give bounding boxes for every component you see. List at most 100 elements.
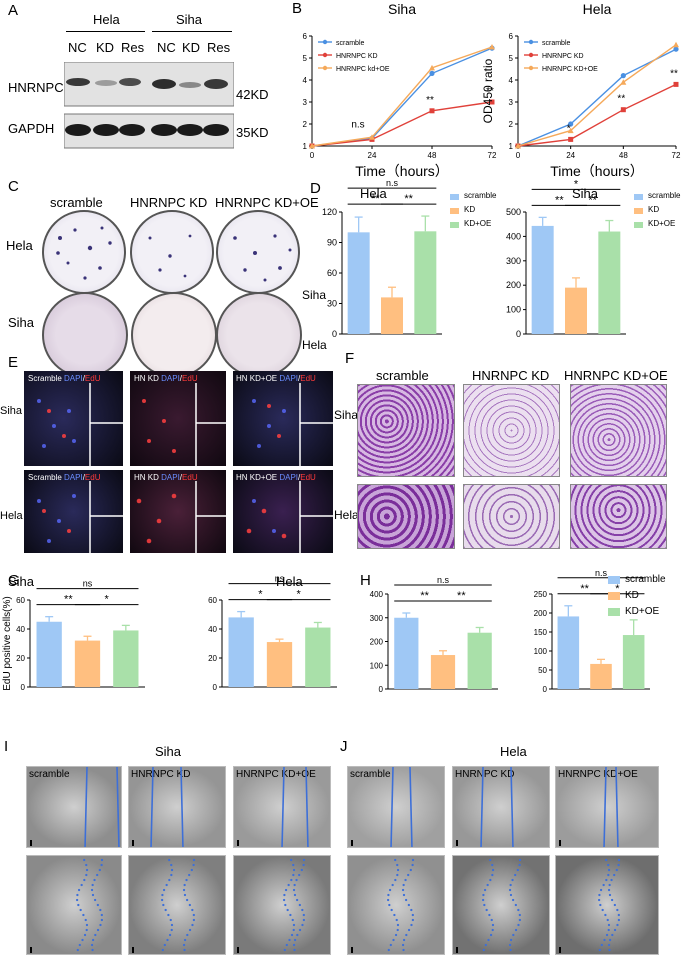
- row-label: Hela: [0, 510, 23, 522]
- data-point: [568, 121, 574, 127]
- wound-overlay: [351, 767, 413, 847]
- significance-label: n.s: [437, 575, 450, 585]
- wound-label: scramble: [350, 769, 391, 780]
- significance-label: **: [486, 86, 494, 97]
- panel-label-e: E: [8, 354, 19, 371]
- wound-label: HNRNPC KD+OE: [236, 769, 316, 780]
- y-tick-label: 500: [506, 207, 521, 217]
- wound-image: scramble: [26, 766, 122, 848]
- legend-marker: [322, 65, 328, 71]
- legend-swatch: [634, 208, 643, 214]
- col-label: scramble: [50, 195, 103, 210]
- wound-image: HNRNPC KD+OE: [233, 766, 331, 848]
- significance-label: **: [588, 194, 597, 206]
- wound-image: [555, 855, 659, 955]
- wound-edge-line: [84, 767, 88, 847]
- scale-bar: [30, 947, 32, 953]
- y-tick-label: 120: [322, 207, 337, 217]
- group-label-hela: Hela: [93, 12, 120, 27]
- wound-edge-dots: [292, 858, 306, 954]
- bar: [74, 640, 101, 687]
- y-tick-label: 200: [534, 609, 548, 618]
- x-tick-label: 72: [488, 151, 497, 160]
- y-tick-label: 0: [213, 683, 218, 692]
- wound-overlay: [351, 858, 415, 954]
- wound-edge-line: [116, 767, 120, 847]
- data-point: [568, 136, 574, 142]
- legend-marker: [322, 39, 328, 45]
- y-tick-label: 30: [327, 299, 337, 309]
- bar: [622, 635, 645, 689]
- significance-label: ns: [275, 574, 285, 584]
- edu-image: [233, 371, 333, 466]
- bar: [414, 231, 437, 334]
- scale-bar: [132, 947, 134, 953]
- wound-image: [26, 855, 122, 955]
- legend-swatch: [450, 222, 459, 228]
- y-tick-label: 60: [16, 596, 25, 605]
- y-tick-label: 4: [509, 76, 514, 85]
- scale-bar: [456, 947, 458, 953]
- data-point: [429, 108, 435, 114]
- legend-label: KD: [464, 205, 475, 214]
- wound-image: [128, 855, 226, 955]
- wound-edge-line: [150, 767, 154, 847]
- edu-image: [130, 470, 226, 553]
- x-tick-label: 24: [368, 151, 377, 160]
- legend-label: scramble: [336, 40, 365, 47]
- y-tick-label: 1: [303, 142, 308, 151]
- row-label: Hela: [6, 238, 33, 253]
- wound-edge-dots: [160, 858, 174, 954]
- bar: [228, 617, 254, 687]
- wound-edge-dots: [597, 858, 611, 954]
- row-label: Siha: [8, 315, 35, 330]
- y-tick-label: 60: [327, 268, 337, 278]
- bar: [430, 655, 456, 689]
- bar: [305, 627, 331, 687]
- y-tick-label: 40: [208, 625, 217, 634]
- y-tick-label: 200: [506, 280, 521, 290]
- edu-caption: HN KD+OE DAPI/EdU: [236, 473, 316, 482]
- data-point: [673, 81, 679, 87]
- row-label-gapdh: GAPDH: [8, 121, 55, 136]
- scale-bar: [351, 947, 353, 953]
- edu-caption: HN KD DAPI/EdU: [134, 473, 198, 482]
- y-tick-label: 3: [303, 98, 308, 107]
- legend-label: HNRNPC KD+OE: [542, 66, 598, 73]
- x-tick-label: 72: [672, 151, 681, 160]
- legend-swatch: [608, 576, 620, 584]
- wound-edge-line: [305, 767, 309, 847]
- y-axis-label: OD450 ratio: [481, 58, 495, 123]
- significance-label: n.s: [595, 570, 608, 578]
- colony-dish: [216, 292, 302, 378]
- y-tick-label: 0: [332, 329, 337, 339]
- legend-marker: [528, 52, 534, 58]
- data-point: [620, 107, 626, 113]
- wound-overlay: [237, 767, 309, 847]
- legend-label: KD: [625, 590, 639, 601]
- significance-label: **: [64, 594, 73, 606]
- chart-title: Siha: [388, 1, 416, 17]
- chart-title: Hela: [276, 574, 304, 589]
- wound-edge-dots: [75, 858, 89, 954]
- y-tick-label: 6: [303, 32, 308, 41]
- blot-image: [64, 62, 234, 149]
- significance-label: n.s: [351, 119, 364, 130]
- wound-label: HNRNPC KD: [131, 769, 191, 780]
- legend-label: scramble: [464, 191, 497, 200]
- y-tick-label: 0: [21, 683, 26, 692]
- lane-label: NC: [157, 40, 176, 55]
- legend-label: scramble: [648, 191, 681, 200]
- series-line: [517, 44, 677, 147]
- wound-edge-line: [409, 767, 413, 847]
- wound-overlay: [30, 767, 120, 847]
- significance-label: **: [555, 194, 564, 206]
- legend-label: KD+OE: [464, 219, 491, 228]
- lane-label: KD: [182, 40, 201, 55]
- data-point: [620, 79, 627, 85]
- panel-label-c: C: [8, 178, 19, 195]
- x-tick-label: 48: [428, 151, 437, 160]
- legend-marker: [528, 65, 534, 71]
